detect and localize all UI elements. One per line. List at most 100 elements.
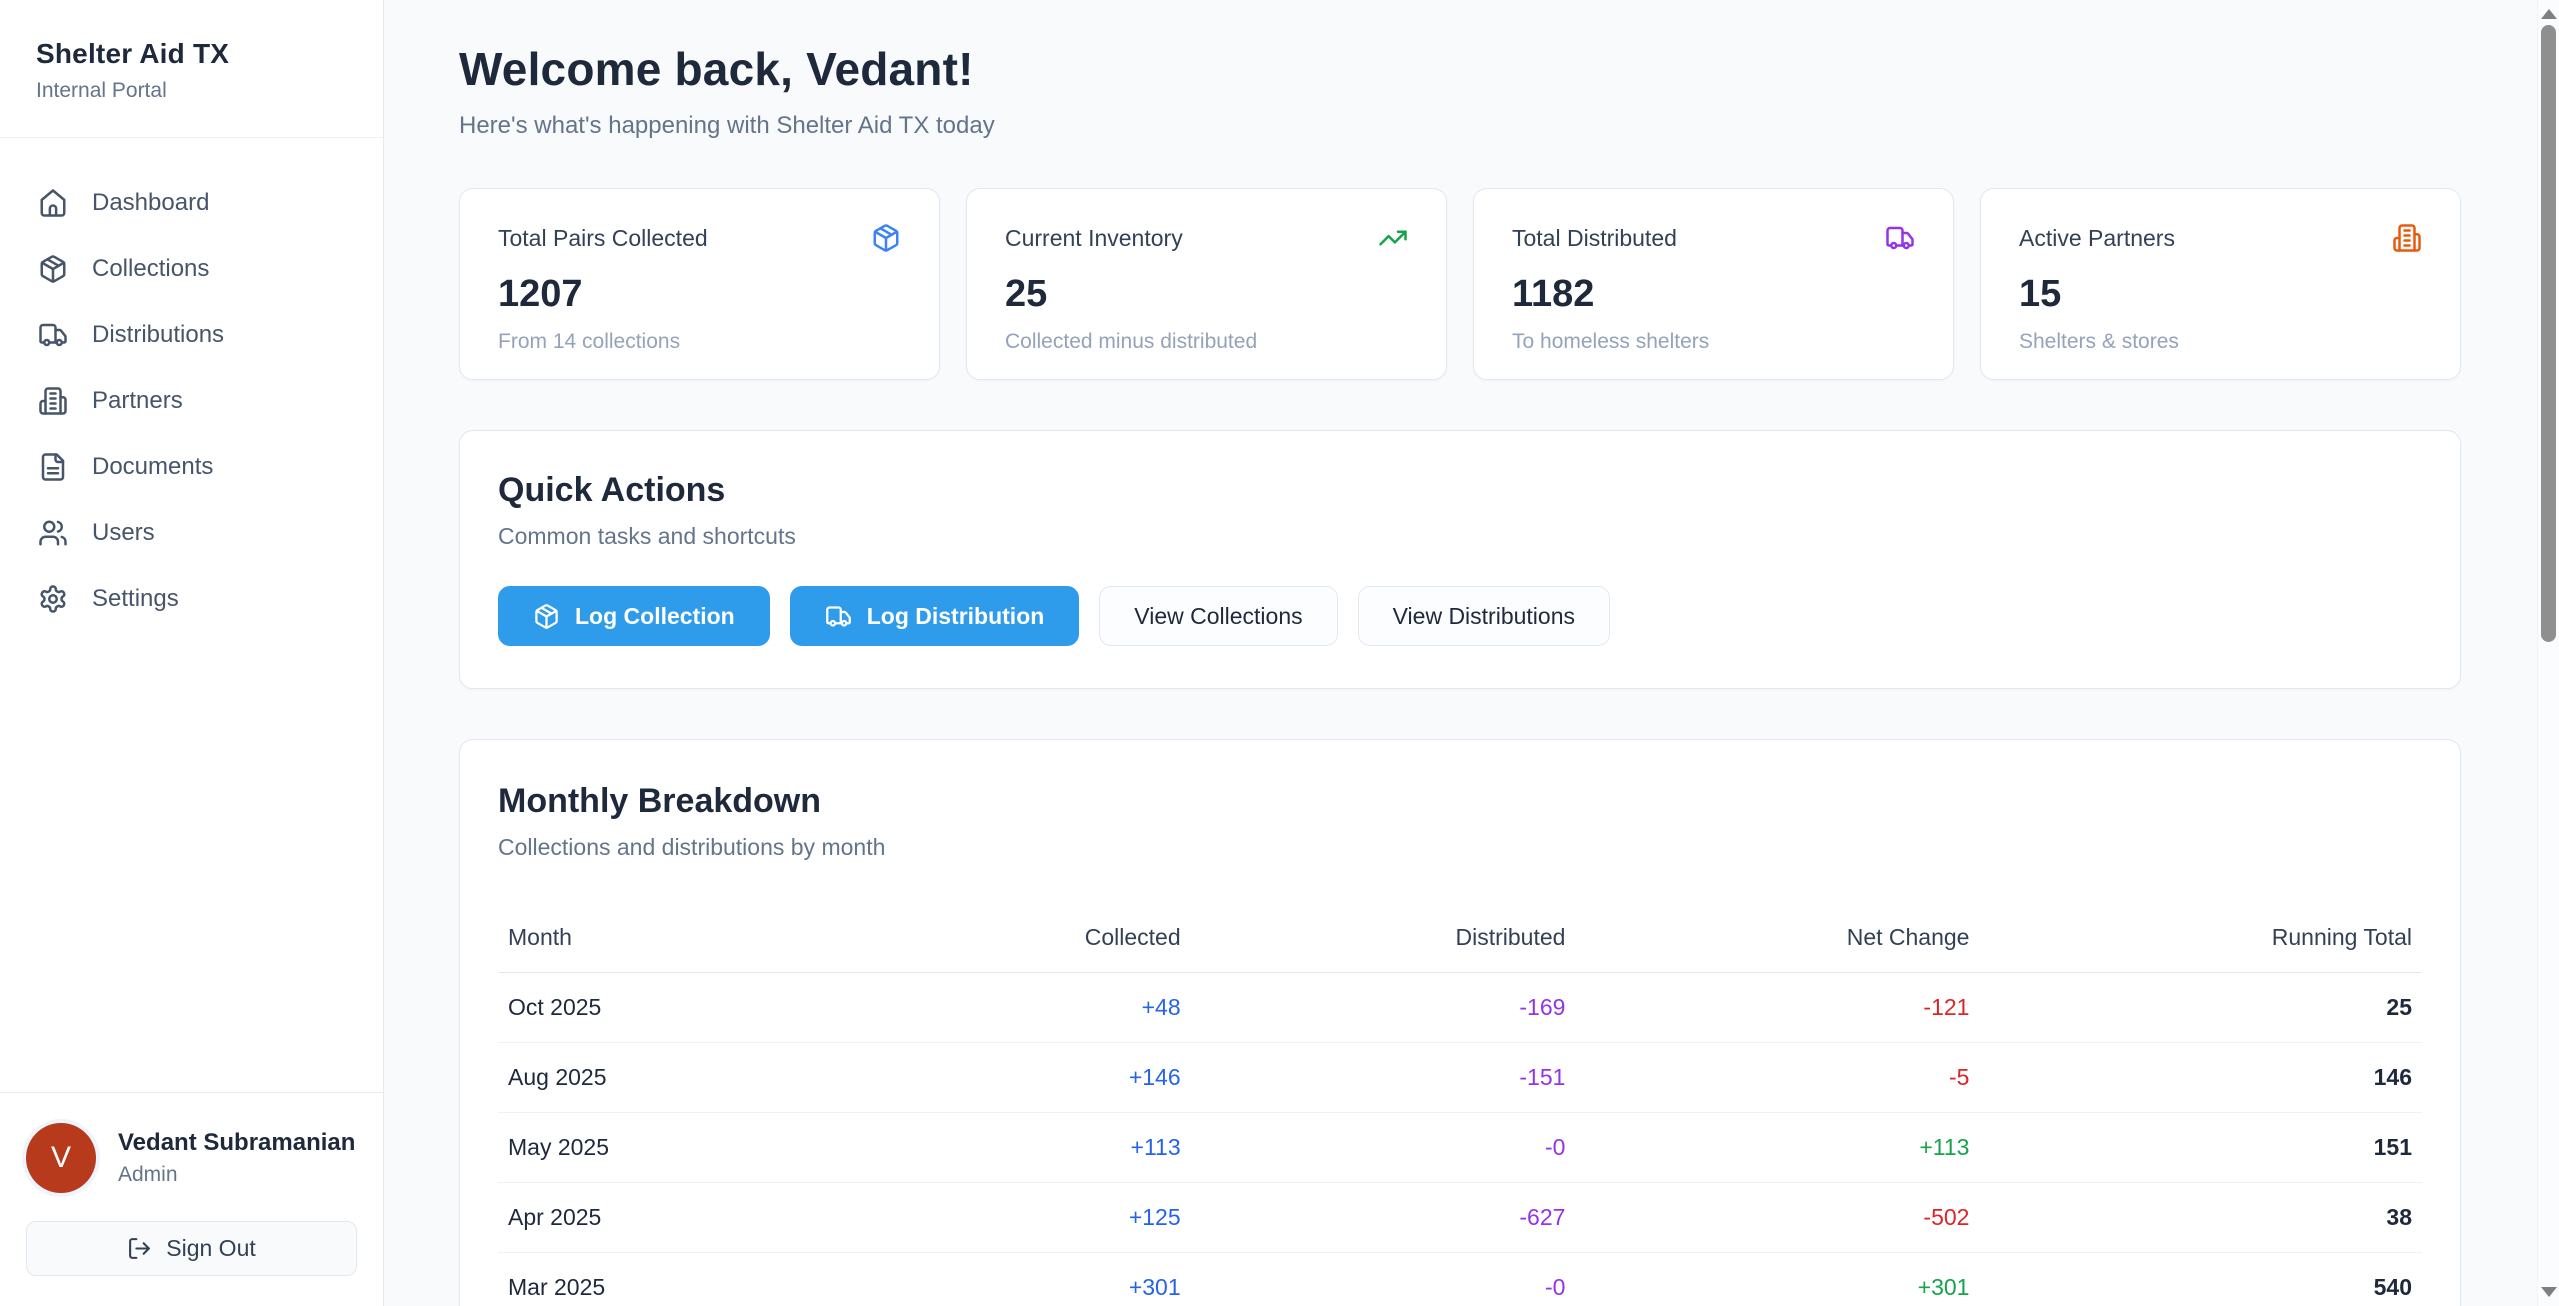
cell-month: Oct 2025 xyxy=(498,972,903,1043)
truck-icon xyxy=(825,603,852,630)
sidebar-item-label: Settings xyxy=(92,585,179,612)
user-section: V Vedant Subramanian Admin Sign Out xyxy=(0,1092,383,1306)
cell-month: May 2025 xyxy=(498,1112,903,1183)
document-icon xyxy=(38,452,68,482)
app-subtitle: Internal Portal xyxy=(36,79,167,102)
sidebar-nav: Dashboard Collections Distributions Part… xyxy=(0,138,383,632)
sidebar-item-partners[interactable]: Partners xyxy=(0,368,383,434)
sidebar: Shelter Aid TX Internal Portal Dashboard… xyxy=(0,0,384,1306)
cell-distributed: -0 xyxy=(1190,1252,1576,1306)
cell-net-change: -5 xyxy=(1575,1042,1980,1113)
cell-collected: +146 xyxy=(902,1042,1191,1113)
cell-running-total: 25 xyxy=(1979,972,2422,1043)
avatar: V xyxy=(26,1123,96,1193)
stat-caption: From 14 collections xyxy=(498,330,681,353)
trending-up-icon xyxy=(1378,223,1408,253)
stat-card-total-distributed: Total Distributed 1182 To homeless shelt… xyxy=(1473,188,1954,380)
sidebar-item-label: Collections xyxy=(92,255,210,282)
log-distribution-button[interactable]: Log Distribution xyxy=(789,586,1080,646)
package-icon xyxy=(871,223,901,253)
cell-month: Mar 2025 xyxy=(498,1252,903,1306)
package-icon xyxy=(38,254,68,284)
package-icon xyxy=(533,603,560,630)
page-title: Welcome back, Vedant! xyxy=(459,43,974,95)
quick-actions-subtitle: Common tasks and shortcuts xyxy=(498,523,796,549)
scroll-up-icon[interactable] xyxy=(2541,9,2557,19)
view-distributions-button[interactable]: View Distributions xyxy=(1357,586,1610,646)
column-header-month: Month xyxy=(498,903,903,973)
table-row: Aug 2025 +146 -151 -5 146 xyxy=(498,1042,2422,1113)
stat-caption: Shelters & stores xyxy=(2019,330,2179,353)
cell-running-total: 38 xyxy=(1979,1182,2422,1253)
stat-caption: To homeless shelters xyxy=(1512,330,1710,353)
sidebar-item-label: Documents xyxy=(92,453,214,480)
button-label: View Collections xyxy=(1134,602,1303,629)
cell-distributed: -169 xyxy=(1190,972,1576,1043)
stat-value: 1182 xyxy=(1512,273,1595,315)
cell-running-total: 151 xyxy=(1979,1112,2422,1183)
stat-card-total-pairs-collected: Total Pairs Collected 1207 From 14 colle… xyxy=(459,188,940,380)
stat-caption: Collected minus distributed xyxy=(1005,330,1258,353)
building-icon xyxy=(2392,223,2422,253)
sidebar-item-collections[interactable]: Collections xyxy=(0,236,383,302)
truck-icon xyxy=(1885,223,1915,253)
log-collection-button[interactable]: Log Collection xyxy=(498,586,770,646)
scrollbar[interactable] xyxy=(2537,0,2559,1306)
truck-icon xyxy=(38,320,68,350)
logout-icon xyxy=(127,1236,152,1261)
stat-card-active-partners: Active Partners 15 Shelters & stores xyxy=(1980,188,2461,380)
cell-collected: +48 xyxy=(902,972,1191,1043)
monthly-breakdown-table: Month Collected Distributed Net Change R… xyxy=(498,903,2422,1306)
cell-distributed: -0 xyxy=(1190,1112,1576,1183)
view-collections-button[interactable]: View Collections xyxy=(1099,586,1338,646)
quick-actions-panel: Quick Actions Common tasks and shortcuts… xyxy=(459,430,2461,689)
stat-label: Total Distributed xyxy=(1512,224,1677,251)
building-icon xyxy=(38,386,68,416)
cell-running-total: 540 xyxy=(1979,1252,2422,1306)
user-role: Admin xyxy=(118,1163,178,1186)
column-header-collected: Collected xyxy=(902,903,1191,973)
button-label: Log Collection xyxy=(575,602,735,629)
sign-out-button[interactable]: Sign Out xyxy=(26,1221,357,1276)
cell-net-change: +113 xyxy=(1575,1112,1980,1183)
cell-net-change: -121 xyxy=(1575,972,1980,1043)
cell-collected: +301 xyxy=(902,1252,1191,1306)
gear-icon xyxy=(38,584,68,614)
button-label: View Distributions xyxy=(1392,602,1575,629)
stat-label: Active Partners xyxy=(2019,224,2175,251)
sidebar-item-label: Partners xyxy=(92,387,183,414)
monthly-breakdown-subtitle: Collections and distributions by month xyxy=(498,834,886,860)
cell-net-change: +301 xyxy=(1575,1252,1980,1306)
sign-out-label: Sign Out xyxy=(166,1235,256,1261)
sidebar-item-label: Users xyxy=(92,519,155,546)
user-name: Vedant Subramanian xyxy=(118,1129,356,1156)
cell-month: Apr 2025 xyxy=(498,1182,903,1253)
quick-actions-title: Quick Actions xyxy=(498,471,726,509)
users-icon xyxy=(38,518,68,548)
stat-value: 15 xyxy=(2019,273,2062,315)
app-branding: Shelter Aid TX Internal Portal xyxy=(0,0,383,138)
cell-running-total: 146 xyxy=(1979,1042,2422,1113)
sidebar-item-label: Dashboard xyxy=(92,189,210,216)
sidebar-item-dashboard[interactable]: Dashboard xyxy=(0,170,383,236)
button-label: Log Distribution xyxy=(866,602,1045,629)
sidebar-item-users[interactable]: Users xyxy=(0,500,383,566)
table-row: Apr 2025 +125 -627 -502 38 xyxy=(498,1182,2422,1253)
stat-value: 1207 xyxy=(498,273,583,315)
stat-card-current-inventory: Current Inventory 25 Collected minus dis… xyxy=(966,188,1447,380)
table-row: Oct 2025 +48 -169 -121 25 xyxy=(498,972,2422,1043)
sidebar-item-documents[interactable]: Documents xyxy=(0,434,383,500)
sidebar-item-settings[interactable]: Settings xyxy=(0,566,383,632)
sidebar-item-distributions[interactable]: Distributions xyxy=(0,302,383,368)
column-header-distributed: Distributed xyxy=(1190,903,1576,973)
scroll-down-icon[interactable] xyxy=(2541,1287,2557,1297)
scrollbar-thumb[interactable] xyxy=(2541,25,2556,642)
column-header-running-total: Running Total xyxy=(1979,903,2422,973)
cell-month: Aug 2025 xyxy=(498,1042,903,1113)
cell-collected: +113 xyxy=(902,1112,1191,1183)
cell-distributed: -151 xyxy=(1190,1042,1576,1113)
cell-net-change: -502 xyxy=(1575,1182,1980,1253)
column-header-net-change: Net Change xyxy=(1575,903,1980,973)
page-subtitle: Here's what's happening with Shelter Aid… xyxy=(459,112,995,139)
table-header-row: Month Collected Distributed Net Change R… xyxy=(498,903,2422,973)
